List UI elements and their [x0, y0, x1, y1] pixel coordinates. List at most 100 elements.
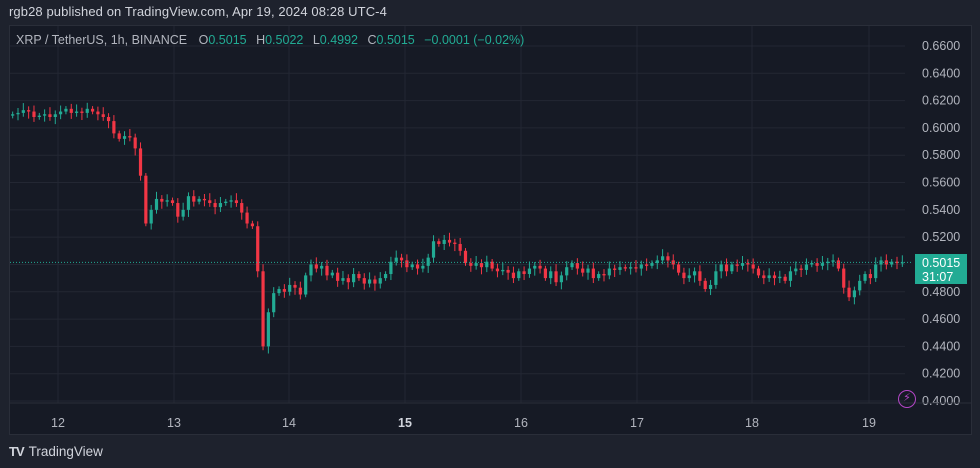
- chart-panel[interactable]: [9, 25, 972, 435]
- candle-body: [613, 268, 617, 270]
- candle-body: [639, 264, 643, 269]
- low-label: L: [312, 33, 320, 47]
- candle-body: [85, 108, 89, 113]
- candle-body: [863, 274, 867, 281]
- candle-body: [810, 263, 814, 265]
- candle-body: [154, 198, 159, 210]
- candle-body: [330, 272, 334, 276]
- candle-body: [202, 198, 207, 201]
- candle-body: [820, 263, 825, 266]
- lightning-alert-icon[interactable]: ⚡︎: [898, 390, 916, 408]
- price-axis-label: 0.6400: [922, 66, 960, 80]
- candle-body: [474, 263, 478, 266]
- candle-body: [852, 290, 856, 298]
- candle-body: [804, 264, 809, 270]
- candle-body: [309, 264, 313, 276]
- candle-body: [650, 263, 654, 266]
- candle-body: [559, 275, 563, 283]
- candle-body: [442, 239, 446, 244]
- candle-body: [266, 312, 270, 347]
- candle-body: [245, 212, 249, 224]
- candle-body: [570, 263, 574, 268]
- candle-body: [138, 148, 143, 176]
- candle-body: [90, 108, 95, 112]
- candle-body: [597, 274, 601, 279]
- candle-body: [895, 261, 899, 264]
- candle-body: [261, 271, 265, 347]
- candle-body: [772, 275, 777, 279]
- candle-body: [415, 264, 420, 269]
- candle-body: [165, 200, 169, 202]
- candle-body: [591, 268, 595, 279]
- candle-body: [133, 137, 137, 149]
- candle-body: [511, 272, 516, 279]
- candle-body: [783, 276, 787, 281]
- time-axis-label: 13: [167, 416, 181, 430]
- price-axis-label: 0.4800: [922, 285, 960, 299]
- candle-body: [538, 265, 542, 269]
- candle-body: [53, 114, 57, 118]
- tradingview-brand: TradingView: [28, 444, 103, 459]
- candle-body: [565, 267, 569, 276]
- candle-body: [778, 276, 782, 279]
- candle-body: [575, 263, 579, 269]
- candle-body: [426, 257, 430, 266]
- candle-body: [533, 265, 537, 269]
- high-value: 0.5022: [265, 33, 304, 47]
- candle-body: [218, 203, 223, 208]
- candle-body: [490, 261, 494, 269]
- candle-body: [453, 242, 457, 244]
- candle-body: [32, 111, 36, 118]
- candle-body: [543, 268, 548, 279]
- candle-body: [447, 239, 452, 243]
- candle-body: [96, 111, 100, 115]
- candle-body: [197, 198, 201, 202]
- candle-body: [826, 261, 830, 264]
- candle-body: [767, 275, 771, 279]
- candle-body: [847, 287, 851, 298]
- candle-body: [357, 274, 361, 279]
- candle-body: [479, 263, 484, 268]
- candle-body: [383, 274, 388, 279]
- price-axis-label: 0.4000: [922, 394, 960, 408]
- candle-body: [868, 274, 872, 279]
- candle-body: [858, 280, 862, 291]
- candle-body: [410, 264, 414, 268]
- candle-body: [314, 264, 318, 269]
- candle-body: [788, 271, 793, 281]
- candle-body: [117, 133, 121, 139]
- close-label: C: [367, 33, 377, 47]
- candle-body: [208, 200, 212, 204]
- candle-body: [740, 263, 745, 266]
- candle-body: [506, 269, 510, 273]
- candle-body: [224, 201, 228, 204]
- published-by-text: rgb28 published on TradingView.com, Apr …: [9, 4, 387, 19]
- candle-body: [634, 267, 638, 269]
- price-axis-label: 0.6000: [922, 121, 960, 135]
- price-axis-label: 0.4400: [922, 339, 960, 353]
- candle-body: [836, 260, 841, 269]
- price-axis-label: 0.5600: [922, 176, 960, 190]
- tradingview-logo-icon: TV: [9, 444, 25, 459]
- candle-body: [762, 275, 766, 279]
- price-axis-label: 0.4600: [922, 312, 960, 326]
- tradingview-footer[interactable]: TV TradingView: [9, 444, 103, 459]
- price-axis-label: 0.5800: [922, 148, 960, 162]
- candle-body: [170, 200, 175, 204]
- candle-body: [501, 269, 505, 272]
- candle-body: [373, 279, 377, 284]
- candle-body: [698, 271, 702, 281]
- candle-body: [229, 200, 233, 202]
- time-axis-label: 16: [514, 416, 528, 430]
- time-axis-label: 19: [862, 416, 876, 430]
- symbol-label[interactable]: XRP / TetherUS, 1h, BINANCE: [16, 33, 188, 47]
- candle-body: [756, 268, 761, 276]
- price-axis-label: 0.5200: [922, 230, 960, 244]
- candle-body: [144, 175, 148, 224]
- candle-body: [16, 112, 20, 115]
- candle-body: [336, 272, 340, 281]
- candle-body: [27, 110, 31, 112]
- candle-body: [288, 284, 292, 292]
- candle-body: [874, 264, 878, 279]
